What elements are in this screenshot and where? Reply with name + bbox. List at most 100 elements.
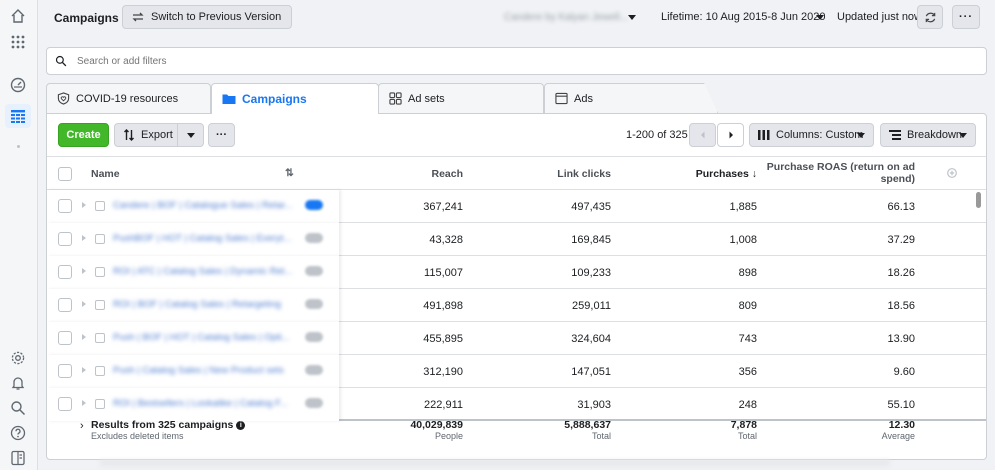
tab-campaigns[interactable]: Campaigns [211,83,379,114]
row-minor-checkbox[interactable] [95,201,105,211]
tab-label: Campaigns [242,92,307,106]
search-icon[interactable] [9,399,27,417]
column-header-roas[interactable]: Purchase ROAS (return on ad spend) [765,161,915,185]
dashboard-gauge-icon[interactable] [9,76,27,94]
campaign-name-link[interactable]: PushBOF | HOT | Catalog Sales | Everyt..… [113,233,292,244]
campaign-name-link[interactable]: Candere | BOF | Catalogue Sales | Retar.… [113,200,293,211]
search-filter-bar[interactable] [46,47,987,75]
bottom-blur-shadow [100,460,890,470]
campaign-toggle[interactable] [305,233,323,243]
toolbar-more-button[interactable]: ··· [208,123,235,147]
ad-window-icon [555,92,568,105]
row-checkbox[interactable] [58,232,72,246]
create-button[interactable]: Create [58,123,109,147]
settings-gear-icon[interactable] [9,349,27,367]
column-header-purchases[interactable]: Purchases ↓ [695,168,757,180]
expand-chevron-icon[interactable] [82,268,86,274]
expand-chevron-icon[interactable] [82,400,86,406]
campaign-toggle[interactable] [305,266,323,276]
row-minor-checkbox[interactable] [95,399,105,409]
campaign-name-link[interactable]: Push | Catalog Sales | New Product sets [113,365,284,376]
column-header-link-clicks[interactable]: Link clicks [557,168,611,180]
chevron-left-icon [700,131,704,139]
row-checkbox[interactable] [58,298,72,312]
breakdown-icon [889,130,901,140]
add-column-icon[interactable] [947,168,957,178]
row-checkbox[interactable] [58,331,72,345]
notifications-bell-icon[interactable] [9,374,27,392]
switch-version-button[interactable]: Switch to Previous Version [122,5,293,29]
purchases-value: 898 [738,267,757,279]
row-checkbox[interactable] [58,265,72,279]
search-input[interactable] [77,55,877,67]
expand-chevron-icon[interactable] [82,202,86,208]
row-name-cell: ROI | Bestsellers | Lookalike | Catalog … [47,388,339,421]
next-page-button[interactable] [717,123,744,147]
updated-status-text: Updated just now [837,11,922,23]
row-checkbox[interactable] [58,397,72,411]
tab-covid-resources[interactable]: COVID-19 resources [46,83,211,113]
row-minor-checkbox[interactable] [95,366,105,376]
ads-manager-table-icon[interactable] [5,104,31,128]
expand-chevron-icon[interactable] [82,301,86,307]
info-icon[interactable]: i [236,421,246,430]
row-checkbox[interactable] [58,364,72,378]
date-range-chevron-down-icon[interactable] [816,15,824,20]
report-panel-icon[interactable] [9,449,27,467]
campaign-toggle[interactable] [305,398,323,408]
expand-chevron-icon[interactable] [82,367,86,373]
header-more-button[interactable]: ··· [952,5,980,29]
chevron-right-icon [729,131,733,139]
expand-chevron-icon[interactable] [82,334,86,340]
expand-chevron-icon[interactable] [82,235,86,241]
table-row[interactable]: Push | BOF | HOT | Catalog Sales | Opti.… [47,322,986,355]
row-minor-checkbox[interactable] [95,300,105,310]
columns-dropdown[interactable]: Columns: Custom [749,123,874,147]
tab-ads[interactable]: Ads [544,83,718,113]
link-clicks-value: 109,233 [571,267,611,279]
total-link-clicks-unit: Total [591,431,611,441]
column-header-name[interactable]: Name [91,168,120,180]
apps-grid-icon[interactable] [9,33,27,51]
account-selector[interactable]: Candere by Kalyan Jewell... [504,12,628,23]
table-row[interactable]: PushBOF | HOT | Catalog Sales | Everyt..… [47,223,986,256]
row-checkbox[interactable] [58,199,72,213]
campaign-toggle[interactable] [305,332,323,342]
row-name-cell: Candere | BOF | Catalogue Sales | Retar.… [47,190,339,223]
roas-value: 9.60 [893,366,915,378]
select-all-checkbox[interactable] [58,167,72,181]
reach-value: 455,895 [423,333,463,345]
table-scrollbar[interactable] [976,192,981,208]
sort-arrows-icon[interactable]: ⇅ [285,167,294,179]
table-row[interactable]: ROI | Bestsellers | Lookalike | Catalog … [47,388,986,421]
tab-ad-sets[interactable]: Ad sets [378,83,544,113]
campaign-name-link[interactable]: ROI | Bestsellers | Lookalike | Catalog … [113,398,288,409]
help-icon[interactable] [9,424,27,442]
export-button[interactable]: Export [114,123,204,147]
table-row[interactable]: Candere | BOF | Catalogue Sales | Retar.… [47,190,986,223]
home-icon[interactable] [9,7,27,25]
grid-squares-icon [389,92,402,105]
table-row[interactable]: Push | Catalog Sales | New Product sets … [47,355,986,388]
account-chevron-down-icon[interactable] [628,15,636,20]
previous-page-button[interactable] [689,123,716,147]
row-minor-checkbox[interactable] [95,234,105,244]
campaign-toggle[interactable] [305,365,323,375]
export-divider [177,124,178,146]
campaign-name-link[interactable]: ROI | BOF | Catalog Sales | Retargeting [113,299,281,310]
link-clicks-value: 497,435 [571,201,611,213]
table-row[interactable]: ROI | BOF | Catalog Sales | Retargeting … [47,289,986,322]
campaign-name-link[interactable]: Push | BOF | HOT | Catalog Sales | Opti.… [113,332,290,343]
refresh-button[interactable] [917,5,943,29]
date-range-selector[interactable]: Lifetime: 10 Aug 2015-8 Jun 2020 [661,11,826,23]
campaign-toggle[interactable] [305,299,323,309]
export-chevron-down-icon[interactable] [187,133,195,138]
row-minor-checkbox[interactable] [95,267,105,277]
campaign-toggle[interactable] [305,200,323,210]
table-row[interactable]: ROI | ATC | Catalog Sales | Dynamic Ret.… [47,256,986,289]
row-minor-checkbox[interactable] [95,333,105,343]
column-header-reach[interactable]: Reach [431,168,463,180]
breakdown-dropdown[interactable]: Breakdown [880,123,976,147]
summary-expand-chevron-icon[interactable]: › [80,420,84,432]
campaign-name-link[interactable]: ROI | ATC | Catalog Sales | Dynamic Ret.… [113,266,293,277]
